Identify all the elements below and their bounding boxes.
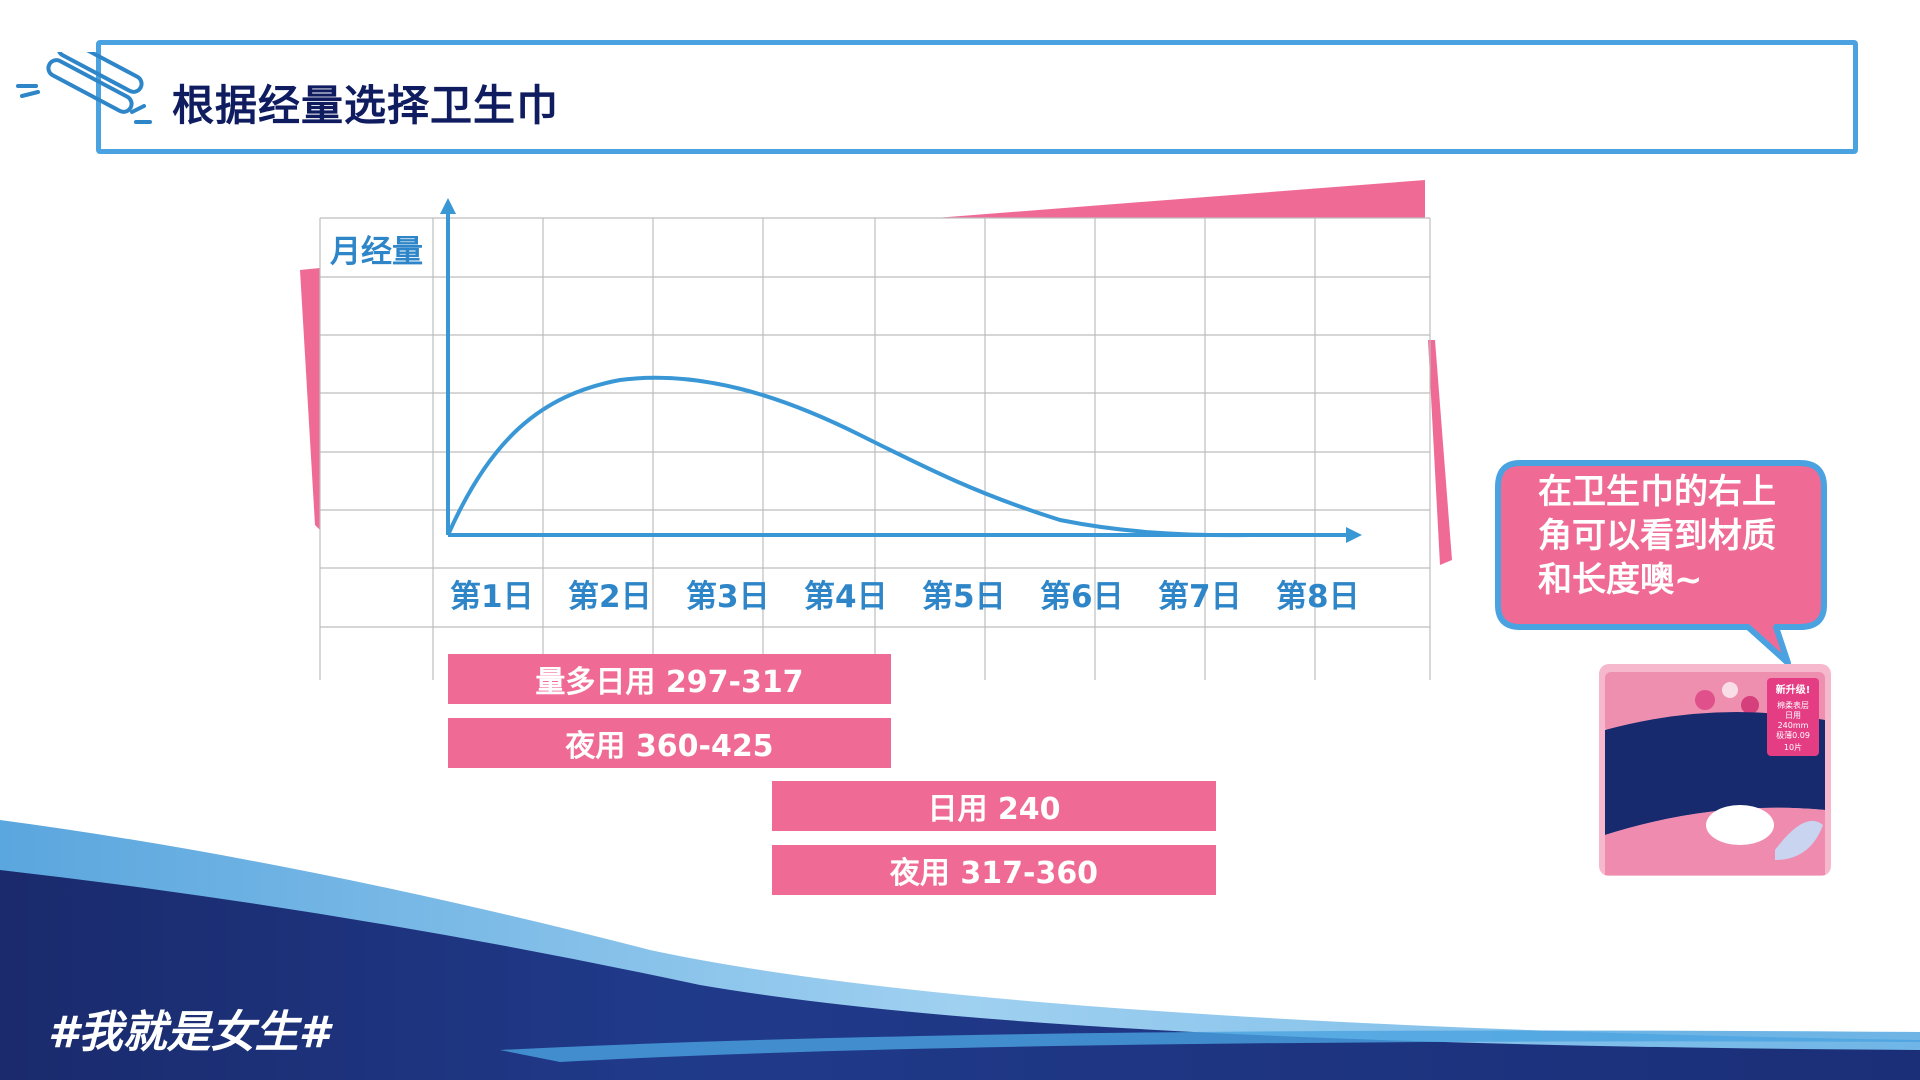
pad-range-bar: 量多日用 297-317 <box>448 654 891 704</box>
bubble-line: 角可以看到材质 <box>1538 516 1776 556</box>
chart-grid <box>319 217 1431 680</box>
spec-text: 日用 <box>1785 711 1801 720</box>
bubble-line: 在卫生巾的右上 <box>1538 472 1776 512</box>
day-label: 第1日 <box>450 579 534 615</box>
flow-chart <box>300 180 1452 680</box>
day-label: 第6日 <box>1040 579 1124 615</box>
page-title: 根据经量选择卫生巾 <box>172 81 560 130</box>
speech-bubble <box>1495 460 1827 666</box>
spec-text: 极薄0.09 <box>1776 730 1810 740</box>
day-label: 第4日 <box>804 579 888 615</box>
day-label: 第3日 <box>686 579 770 615</box>
pad-range-bar: 夜用 360-425 <box>448 718 891 768</box>
spec-text: 棉柔表层 <box>1777 700 1809 710</box>
hashtag-slogan: #我就是女生# <box>48 1007 330 1058</box>
day-label: 第7日 <box>1158 579 1242 615</box>
footer-wave <box>0 820 1920 1080</box>
pink-wedge-right <box>1428 340 1452 565</box>
bubble-text: 在卫生巾的右上 角可以看到材质 和长度噢~ <box>1538 470 1808 602</box>
badge-text: 新升级! <box>1776 683 1811 696</box>
day-label: 第8日 <box>1276 579 1360 615</box>
y-axis-label: 月经量 <box>330 234 423 270</box>
bubble-line: 和长度噢~ <box>1538 560 1703 600</box>
day-label: 第2日 <box>568 579 652 615</box>
day-label: 第5日 <box>922 579 1006 615</box>
spec-text: 240mm <box>1778 721 1809 730</box>
chart-axes <box>440 198 1362 543</box>
spec-text: 10片 <box>1784 742 1802 752</box>
sanitary-pad-package: 新升级! 棉柔表层 日用 240mm 极薄0.09 10片 <box>1599 664 1831 876</box>
flow-curve-line <box>446 375 1251 538</box>
pink-wedge-top <box>935 180 1425 218</box>
pad-range-bar: 日用 240 <box>772 781 1216 831</box>
title-banner <box>96 40 1858 154</box>
tampon-icon <box>16 52 152 124</box>
pink-wedge-left <box>300 268 320 530</box>
pad-range-bar: 夜用 317-360 <box>772 845 1216 895</box>
